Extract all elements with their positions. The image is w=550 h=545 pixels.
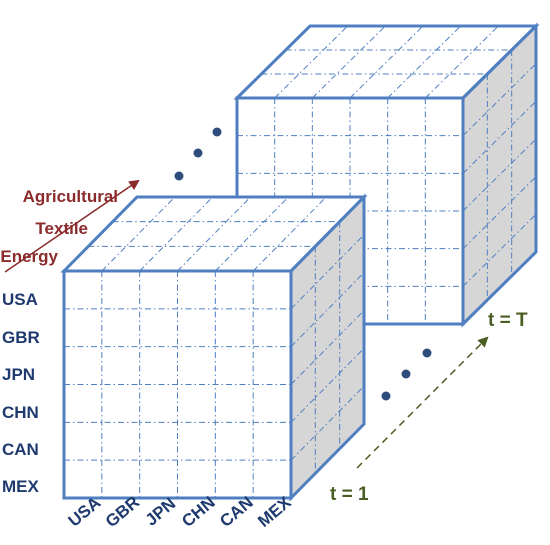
grid-line bbox=[462, 100, 537, 174]
grid-line bbox=[424, 25, 499, 99]
grid-line bbox=[177, 196, 251, 272]
dot bbox=[174, 171, 184, 181]
grid-line bbox=[349, 25, 424, 99]
back-cube-side-face bbox=[463, 26, 536, 324]
time-label-end: t = T bbox=[488, 310, 528, 331]
row-labels: USA GBR JPN CHN CAN MEX bbox=[2, 290, 40, 496]
back-cube bbox=[233, 22, 540, 328]
dot bbox=[381, 391, 391, 401]
front-cube-side-face bbox=[291, 197, 364, 498]
front-cube-top-fill bbox=[64, 197, 364, 271]
grid-line bbox=[462, 63, 537, 137]
sector-axis-arrow bbox=[4, 179, 140, 273]
grid-line bbox=[101, 196, 176, 272]
row-label: USA bbox=[2, 290, 38, 309]
row-label: CAN bbox=[2, 440, 39, 459]
ellipsis-dots-lower bbox=[381, 348, 432, 401]
row-label: GBR bbox=[2, 328, 40, 347]
sector-labels: Agricultural Textile Energy bbox=[0, 187, 118, 266]
dot bbox=[401, 369, 411, 379]
dot bbox=[193, 148, 203, 158]
sector-label: Agricultural bbox=[23, 187, 118, 206]
row-label: JPN bbox=[2, 365, 35, 384]
grid-line bbox=[462, 138, 537, 212]
grid-line bbox=[387, 25, 462, 99]
grid-line bbox=[311, 25, 386, 99]
ellipsis-dots-upper bbox=[174, 127, 222, 181]
row-label: CHN bbox=[2, 403, 39, 422]
grid-line bbox=[252, 196, 327, 272]
time-label-start: t = 1 bbox=[330, 484, 369, 505]
grid-line bbox=[214, 196, 289, 272]
front-cube-front-face bbox=[62, 269, 293, 500]
grid-line bbox=[290, 310, 365, 385]
front-cube-grid bbox=[64, 196, 365, 498]
front-cube bbox=[60, 193, 368, 502]
grid-line bbox=[290, 385, 365, 461]
grid-line bbox=[290, 347, 365, 423]
grid-line bbox=[290, 272, 365, 348]
sector-label: Energy bbox=[0, 247, 58, 266]
time-axis-arrow bbox=[356, 336, 489, 469]
grid-line bbox=[462, 213, 537, 287]
grid-line bbox=[462, 176, 537, 250]
dot bbox=[422, 348, 432, 358]
grid-line bbox=[290, 234, 365, 310]
dot bbox=[212, 127, 222, 137]
sector-label: Textile bbox=[35, 219, 88, 238]
grid-line bbox=[274, 25, 349, 99]
row-label: MEX bbox=[2, 477, 40, 496]
grid-line bbox=[139, 196, 214, 272]
